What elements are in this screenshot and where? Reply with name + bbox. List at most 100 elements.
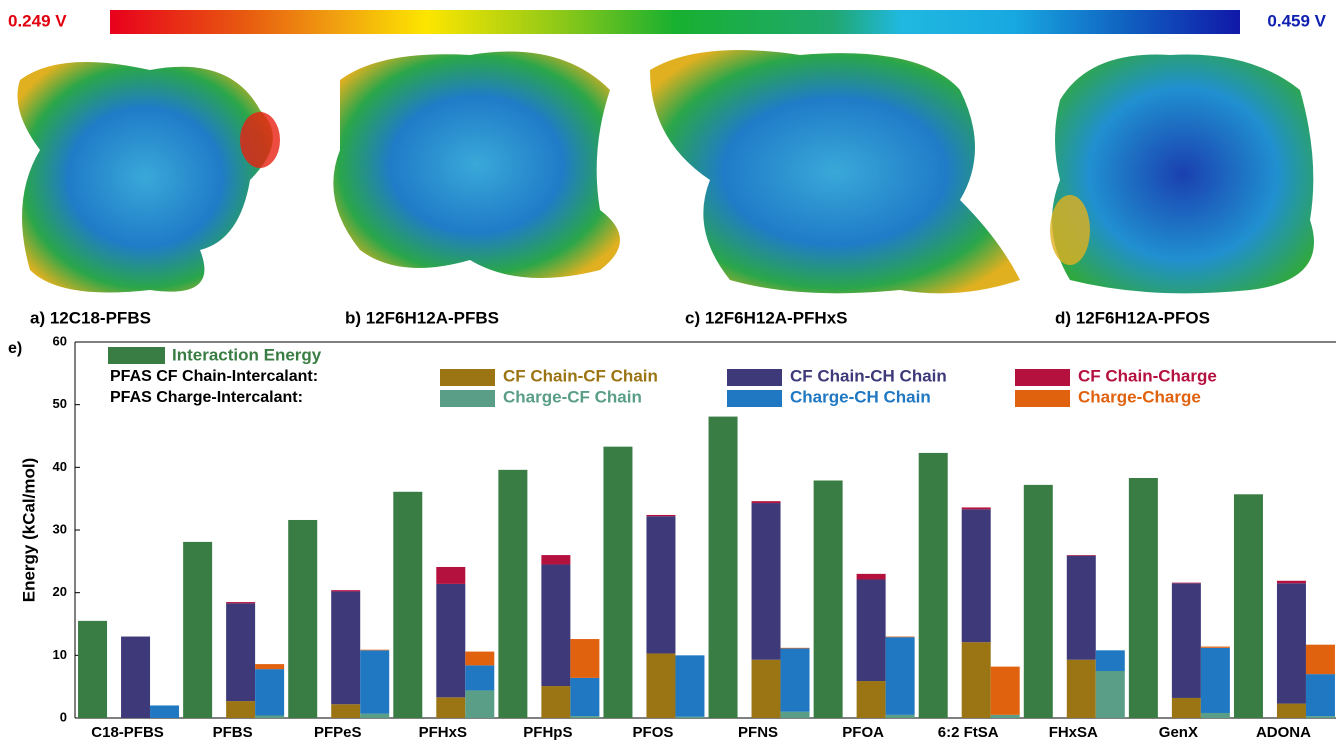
- legend-label: Charge-CF Chain: [503, 387, 642, 406]
- legend-label: CF Chain-Charge: [1078, 366, 1217, 385]
- bar-segment: [1276, 703, 1306, 718]
- x-tick-label: C18-PFBS: [91, 724, 164, 741]
- x-tick-label: PFHxS: [419, 724, 467, 741]
- bar-segment: [541, 555, 571, 565]
- bar-segment: [990, 714, 1020, 718]
- bar-segment: [1171, 583, 1201, 698]
- bar-segment: [436, 697, 466, 718]
- panel-caption: b) 12F6H12A-PFBS: [345, 308, 499, 327]
- bar-segment: [541, 564, 571, 687]
- bar-segment: [1066, 555, 1096, 556]
- bar-segment: [1066, 659, 1096, 718]
- bar-segment: [465, 651, 495, 666]
- panel-label: e): [8, 340, 22, 357]
- x-tick-label: FHxSA: [1049, 724, 1098, 741]
- bar-segment: [1305, 644, 1335, 675]
- bar-segment: [646, 653, 676, 718]
- molecule-images: [17, 50, 1314, 294]
- bar-segment: [961, 509, 991, 643]
- bar-segment: [751, 501, 781, 504]
- bar-segment: [226, 701, 256, 718]
- bar-segment: [331, 704, 361, 718]
- bar-segment: [150, 705, 180, 718]
- bar-segment: [226, 602, 256, 604]
- legend-swatch: [727, 390, 782, 407]
- y-tick-label: 30: [53, 521, 67, 536]
- bar: [288, 519, 318, 718]
- bar-segment: [1200, 646, 1230, 648]
- bar-segment: [465, 665, 495, 691]
- bar-segment: [121, 636, 151, 718]
- bar: [498, 469, 528, 718]
- bar-segment: [885, 714, 915, 718]
- bar-segment: [436, 566, 466, 584]
- bar-segment: [961, 507, 991, 510]
- bar-segment: [541, 686, 571, 718]
- bar-segment: [675, 655, 705, 717]
- y-axis-title: Energy (kCal/mol): [19, 458, 38, 603]
- y-tick-label: 60: [53, 333, 67, 348]
- bar-segment: [465, 690, 495, 718]
- bar-segment: [856, 681, 886, 718]
- x-tick-label: PFOA: [842, 724, 884, 741]
- x-tick-label: PFHpS: [523, 724, 572, 741]
- x-tick-label: 6:2 FtSA: [938, 724, 999, 741]
- legend-label: Charge-CH Chain: [790, 387, 931, 406]
- bar-segment: [885, 636, 915, 638]
- bar-segment: [1066, 555, 1096, 660]
- bar-segment: [780, 711, 810, 718]
- bar-segment: [856, 573, 886, 580]
- x-tick-label: PFNS: [738, 724, 778, 741]
- bar-segment: [1171, 697, 1201, 718]
- bar: [1023, 484, 1053, 718]
- x-tick-label: PFPeS: [314, 724, 362, 741]
- y-tick-label: 40: [53, 459, 67, 474]
- bar-segment: [360, 650, 390, 714]
- bar-segment: [570, 677, 600, 717]
- bar-segment: [331, 591, 361, 705]
- bar-segment: [1095, 650, 1125, 671]
- bar: [183, 541, 213, 718]
- x-tick-label: GenX: [1159, 724, 1198, 741]
- legend-group-label: PFAS CF Chain-Intercalant:: [110, 368, 318, 385]
- legend-swatch: [108, 347, 165, 364]
- bar-segment: [780, 647, 810, 649]
- bar-segment: [1276, 580, 1306, 584]
- bar-segment: [255, 669, 285, 716]
- bar-segment: [570, 716, 600, 718]
- bar-segment: [255, 715, 285, 718]
- colorbar-min: 0.249 V: [8, 11, 67, 30]
- bar-segment: [856, 579, 886, 682]
- bar-segment: [780, 648, 810, 712]
- y-tick-label: 0: [60, 709, 67, 724]
- bar-segment: [255, 664, 285, 670]
- x-tick-label: PFBS: [213, 724, 253, 741]
- bar: [78, 620, 108, 718]
- bar-segment: [1200, 712, 1230, 718]
- legend-swatch: [440, 390, 495, 407]
- colorbar: [110, 10, 1240, 34]
- legend-group-label: PFAS Charge-Intercalant:: [110, 389, 303, 406]
- bar-segment: [1095, 671, 1125, 718]
- bar-segment: [360, 649, 390, 651]
- bar: [1128, 477, 1158, 718]
- panel-caption: c) 12F6H12A-PFHxS: [685, 308, 848, 327]
- legend-label: Interaction Energy: [172, 345, 322, 364]
- bar-segment: [675, 716, 705, 718]
- bar-segment: [1276, 583, 1306, 704]
- bar-segment: [436, 583, 466, 698]
- bar: [918, 452, 948, 718]
- legend-label: CF Chain-CF Chain: [503, 366, 658, 385]
- bar-segment: [751, 503, 781, 660]
- legend-swatch: [440, 369, 495, 386]
- bar-segment: [885, 637, 915, 715]
- bar-segment: [360, 713, 390, 718]
- y-tick-label: 10: [53, 647, 67, 662]
- panel-caption: d) 12F6H12A-PFOS: [1055, 308, 1210, 327]
- colorbar-max: 0.459 V: [1267, 11, 1326, 30]
- bar-segment: [961, 642, 991, 718]
- bar: [813, 480, 843, 718]
- x-tick-label: PFOS: [633, 724, 674, 741]
- y-tick-label: 20: [53, 584, 67, 599]
